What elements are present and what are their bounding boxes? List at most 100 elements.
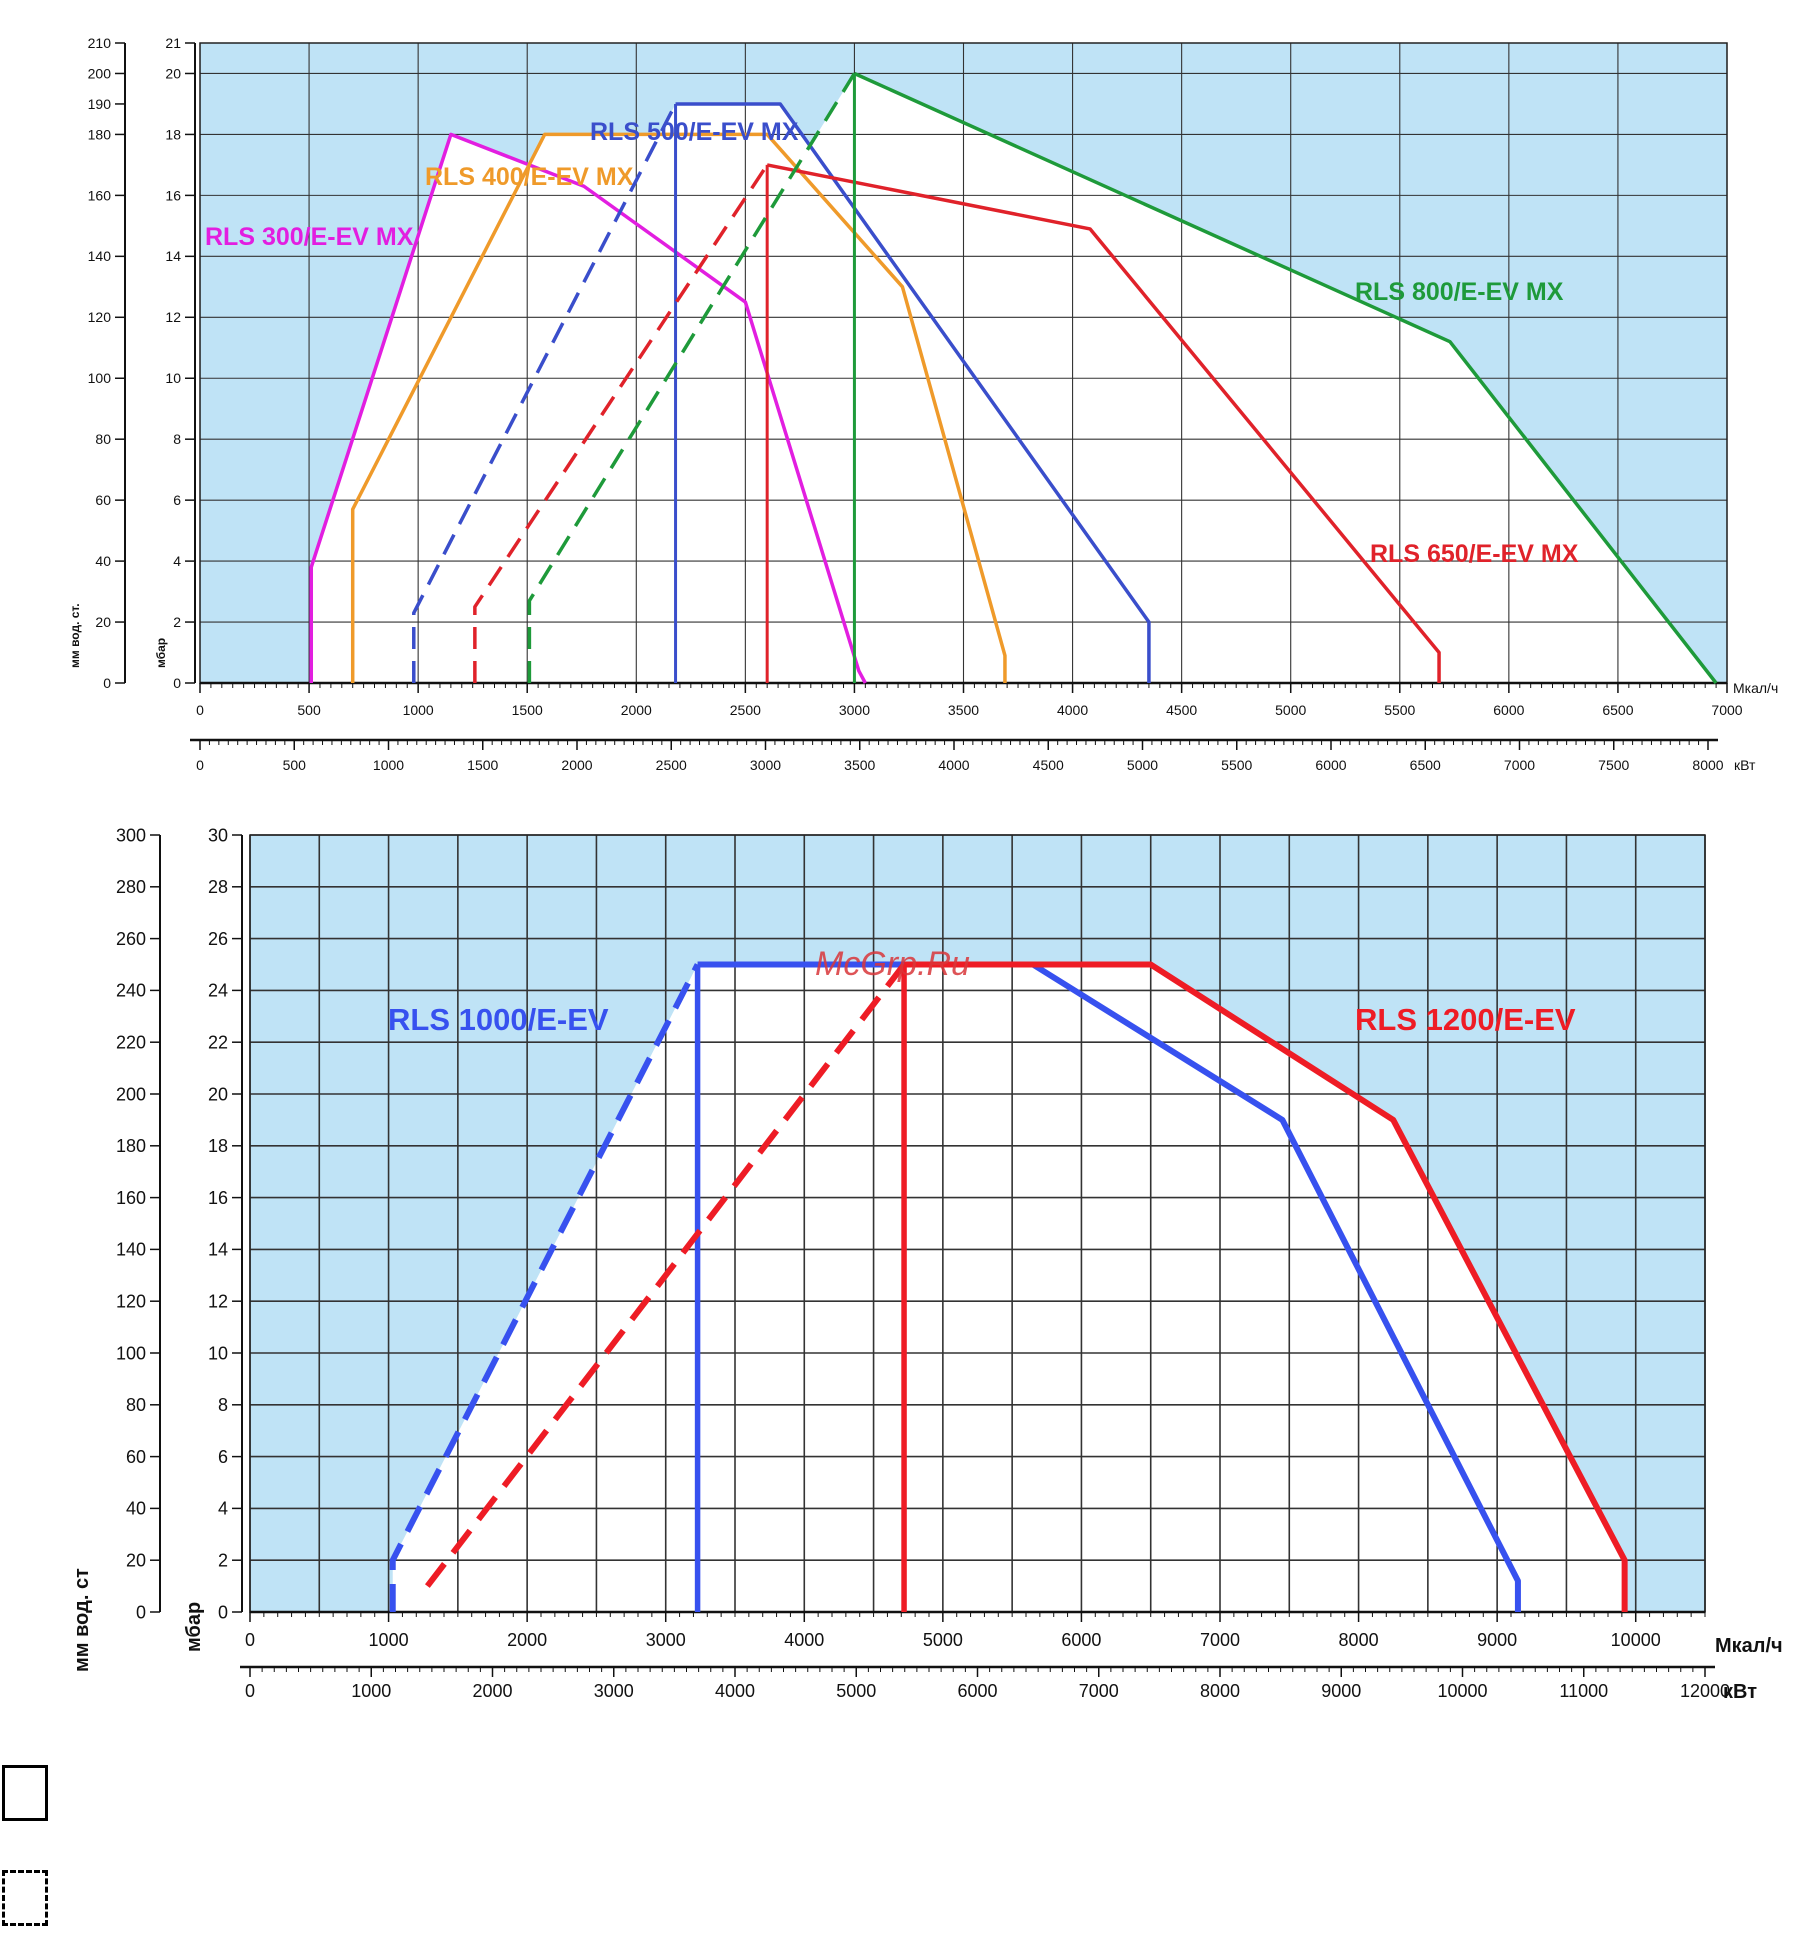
mm-tick-label: 280 <box>116 877 146 897</box>
x2-tick-label: 2000 <box>561 757 592 773</box>
mbar-tick-label: 16 <box>165 187 181 203</box>
series-rls-300-e-ev-mx: RLS 300/E-EV MX <box>205 132 867 684</box>
legend-dashed-box <box>2 1870 48 1926</box>
mbar-tick-label: 18 <box>208 1136 228 1156</box>
mbar-tick-label: 18 <box>165 126 181 142</box>
series-rls-500-e-ev-mx: RLS 500/E-EV MX <box>412 102 1151 683</box>
mbar-tick-label: 22 <box>208 1033 228 1053</box>
mm-tick-label: 100 <box>116 1343 146 1363</box>
mbar-tick-label: 14 <box>208 1240 228 1260</box>
watermark: McGrp.Ru <box>815 945 970 983</box>
x2-tick-label: 1000 <box>351 1681 391 1701</box>
mbar-tick-label: 4 <box>173 553 181 569</box>
mbar-tick-label: 2 <box>173 614 181 630</box>
legend-solid-box <box>2 1765 48 1821</box>
mm-tick-label: 40 <box>95 553 111 569</box>
mbar-tick-label: 8 <box>218 1395 228 1415</box>
series-label: RLS 1000/E-EV <box>388 1002 609 1037</box>
mm-tick-label: 80 <box>126 1395 146 1415</box>
chart-1: 0246810121416182021020406080100120140160… <box>68 35 1778 773</box>
x2-tick-label: 7000 <box>1504 757 1535 773</box>
x2-tick-label: 4500 <box>1033 757 1064 773</box>
series-label: RLS 300/E-EV MX <box>205 223 414 251</box>
series-label: RLS 400/E-EV MX <box>425 163 634 191</box>
mbar-tick-label: 8 <box>173 431 181 447</box>
x-tick-label: 6500 <box>1602 702 1633 718</box>
x2-tick-label: 3000 <box>594 1681 634 1701</box>
y-axis-title-mbar: мбар <box>154 638 168 668</box>
series-line <box>675 102 1151 683</box>
y-axis-title-mbar: мбар <box>183 1602 205 1652</box>
x-tick-label: 7000 <box>1200 1630 1240 1650</box>
x-unit-secondary: кВт <box>1734 757 1756 773</box>
mm-tick-label: 0 <box>103 675 111 691</box>
x-tick-label: 1000 <box>369 1630 409 1650</box>
x-tick-label: 3000 <box>646 1630 686 1650</box>
mbar-tick-label: 12 <box>208 1292 228 1312</box>
x2-tick-label: 500 <box>283 757 307 773</box>
x2-tick-label: 4000 <box>715 1681 755 1701</box>
series-label: RLS 500/E-EV MX <box>590 118 799 146</box>
x-unit-primary: Мкал/ч <box>1715 1635 1783 1657</box>
mm-tick-label: 180 <box>116 1136 146 1156</box>
x2-tick-label: 8000 <box>1200 1681 1240 1701</box>
x-tick-label: 7000 <box>1711 702 1742 718</box>
x2-tick-label: 9000 <box>1321 1681 1361 1701</box>
x2-tick-label: 1500 <box>467 757 498 773</box>
mbar-tick-label: 20 <box>165 65 181 81</box>
series-dashed-line <box>412 103 678 683</box>
mm-tick-label: 220 <box>116 1033 146 1053</box>
mbar-tick-label: 10 <box>165 370 181 386</box>
x-tick-label: 8000 <box>1339 1630 1379 1650</box>
mbar-tick-label: 10 <box>208 1343 228 1363</box>
series-rls-1200-e-ev: RLS 1200/E-EV <box>424 961 1628 1612</box>
x-tick-label: 6000 <box>1493 702 1524 718</box>
mm-tick-label: 300 <box>116 825 146 845</box>
x-tick-label: 2000 <box>507 1630 547 1650</box>
mm-tick-label: 120 <box>88 309 112 325</box>
mm-tick-label: 160 <box>88 187 112 203</box>
mbar-tick-label: 16 <box>208 1188 228 1208</box>
series-dashed-line <box>473 163 769 683</box>
mm-tick-label: 20 <box>95 614 111 630</box>
series-dashed-line <box>424 962 907 1588</box>
x2-tick-label: 5500 <box>1221 757 1252 773</box>
y-axis-title-mm: мм вод. ст. <box>68 603 82 668</box>
series-line <box>853 71 1718 685</box>
chart-2: 0246810121416182022242628300204060801001… <box>71 825 1783 1703</box>
mm-tick-label: 210 <box>88 35 112 51</box>
x-tick-label: 500 <box>297 702 321 718</box>
x-tick-label: 1000 <box>403 702 434 718</box>
series-dashed-line <box>389 963 701 1612</box>
mm-tick-label: 100 <box>88 370 112 386</box>
mbar-tick-label: 6 <box>218 1447 228 1467</box>
mm-tick-label: 40 <box>126 1499 146 1519</box>
series-label: RLS 650/E-EV MX <box>1370 540 1579 568</box>
mbar-tick-label: 0 <box>173 675 181 691</box>
x2-tick-label: 2500 <box>656 757 687 773</box>
mbar-tick-label: 21 <box>165 35 181 51</box>
x-unit-primary: Мкал/ч <box>1733 680 1778 696</box>
mm-tick-label: 240 <box>116 981 146 1001</box>
x-tick-label: 0 <box>196 702 204 718</box>
x2-tick-label: 4000 <box>938 757 969 773</box>
mbar-tick-label: 20 <box>208 1084 228 1104</box>
x2-tick-label: 11000 <box>1559 1681 1608 1701</box>
mbar-tick-label: 14 <box>165 248 181 264</box>
x-tick-label: 3000 <box>839 702 870 718</box>
x-tick-label: 5000 <box>923 1630 963 1650</box>
x2-tick-label: 5000 <box>1127 757 1158 773</box>
x2-tick-label: 1000 <box>373 757 404 773</box>
x2-tick-label: 10000 <box>1437 1681 1487 1701</box>
mm-tick-label: 140 <box>116 1240 146 1260</box>
series-label: RLS 800/E-EV MX <box>1355 278 1564 306</box>
x-tick-label: 3500 <box>948 702 979 718</box>
x2-tick-label: 2000 <box>472 1681 512 1701</box>
x-tick-label: 9000 <box>1477 1630 1517 1650</box>
series-rls-400-e-ev-mx: RLS 400/E-EV MX <box>350 132 1007 683</box>
x-tick-label: 4000 <box>1057 702 1088 718</box>
x2-tick-label: 6000 <box>957 1681 997 1701</box>
mm-tick-label: 60 <box>126 1447 146 1467</box>
